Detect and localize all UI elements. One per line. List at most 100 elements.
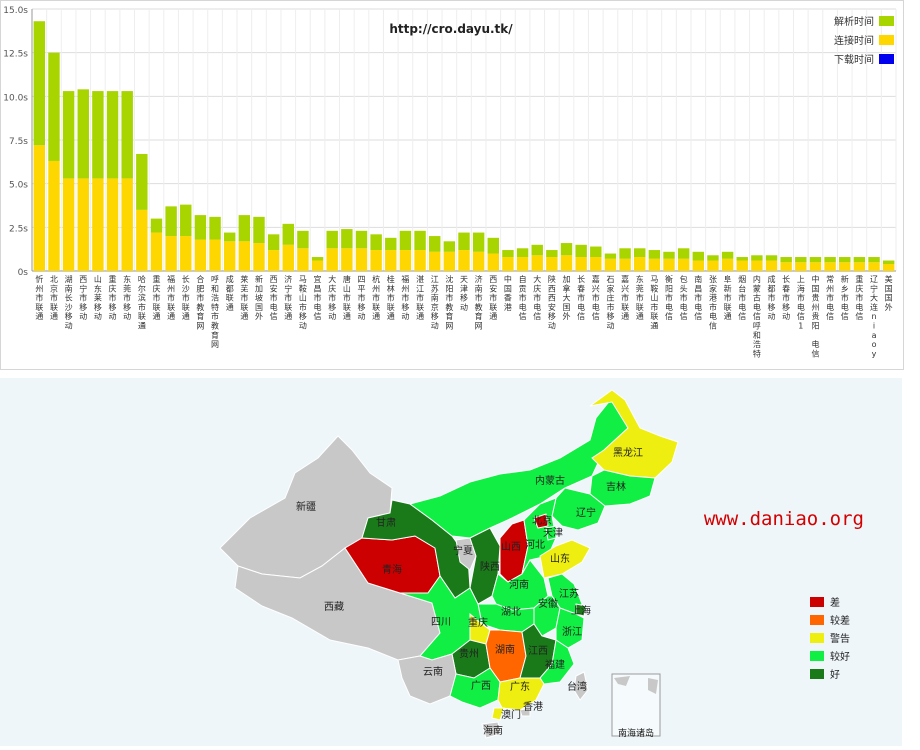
bar-segment[interactable] <box>516 257 529 271</box>
bar-segment[interactable] <box>33 21 46 146</box>
region-香港[interactable] <box>519 707 531 717</box>
bar-segment[interactable] <box>780 262 792 271</box>
bar-segment[interactable] <box>341 229 353 249</box>
bar-segment[interactable] <box>253 216 265 244</box>
bar-segment[interactable] <box>809 257 822 263</box>
bar-segment[interactable] <box>663 251 675 259</box>
bar-segment[interactable] <box>560 255 573 271</box>
bar-segment[interactable] <box>692 260 705 271</box>
bar-segment[interactable] <box>575 244 587 258</box>
bar-segment[interactable] <box>370 234 382 251</box>
bar-segment[interactable] <box>765 260 778 271</box>
bar-segment[interactable] <box>765 255 778 261</box>
region-宁夏[interactable] <box>455 537 477 571</box>
bar-segment[interactable] <box>238 215 251 242</box>
bar-segment[interactable] <box>736 260 748 271</box>
bar-segment[interactable] <box>311 257 324 261</box>
bar-segment[interactable] <box>604 258 617 271</box>
bar-segment[interactable] <box>839 257 851 263</box>
bar-segment[interactable] <box>414 250 426 271</box>
bar-segment[interactable] <box>77 89 89 179</box>
bar-segment[interactable] <box>385 250 397 271</box>
bar-segment[interactable] <box>546 257 558 271</box>
bar-segment[interactable] <box>136 153 148 210</box>
bar-segment[interactable] <box>868 262 880 271</box>
region-福建[interactable] <box>539 639 575 685</box>
bar-segment[interactable] <box>297 248 309 271</box>
bar-segment[interactable] <box>48 52 60 161</box>
bar-segment[interactable] <box>165 206 177 237</box>
bar-segment[interactable] <box>458 232 470 251</box>
bar-segment[interactable] <box>487 237 499 254</box>
bar-segment[interactable] <box>443 241 456 252</box>
bar-segment[interactable] <box>853 262 866 271</box>
bar-segment[interactable] <box>355 230 368 249</box>
bar-segment[interactable] <box>882 264 895 271</box>
bar-segment[interactable] <box>619 248 631 259</box>
bar-segment[interactable] <box>531 255 543 271</box>
bar-segment[interactable] <box>575 257 587 271</box>
bar-segment[interactable] <box>136 209 148 271</box>
bar-segment[interactable] <box>326 248 338 271</box>
bar-segment[interactable] <box>282 223 294 245</box>
bar-segment[interactable] <box>48 160 60 271</box>
region-上海[interactable] <box>575 603 587 617</box>
bar-segment[interactable] <box>795 262 807 271</box>
bar-segment[interactable] <box>472 232 485 252</box>
bar-segment[interactable] <box>868 257 880 263</box>
bar-segment[interactable] <box>839 262 851 271</box>
bar-segment[interactable] <box>311 260 324 271</box>
bar-segment[interactable] <box>677 248 690 259</box>
bar-segment[interactable] <box>267 234 280 251</box>
bar-segment[interactable] <box>795 257 807 263</box>
bar-segment[interactable] <box>472 251 485 271</box>
region-广东[interactable] <box>497 677 545 711</box>
bar-segment[interactable] <box>385 237 397 251</box>
bar-segment[interactable] <box>634 257 646 271</box>
bar-segment[interactable] <box>253 243 265 271</box>
bar-segment[interactable] <box>429 251 441 271</box>
bar-segment[interactable] <box>824 257 836 263</box>
region-北京[interactable] <box>533 513 549 529</box>
bar-segment[interactable] <box>194 239 207 271</box>
bar-segment[interactable] <box>150 232 163 271</box>
bar-segment[interactable] <box>809 262 822 271</box>
bar-segment[interactable] <box>92 91 104 179</box>
bar-segment[interactable] <box>165 236 177 271</box>
region-天津[interactable] <box>545 525 557 541</box>
bar-segment[interactable] <box>180 204 192 237</box>
bar-segment[interactable] <box>736 257 748 261</box>
bar-segment[interactable] <box>121 178 133 271</box>
bar-segment[interactable] <box>516 248 529 258</box>
bar-segment[interactable] <box>707 255 719 261</box>
bar-segment[interactable] <box>150 218 163 233</box>
bar-segment[interactable] <box>77 178 89 271</box>
bar-segment[interactable] <box>692 251 705 261</box>
bar-segment[interactable] <box>560 243 573 256</box>
bar-segment[interactable] <box>62 178 75 271</box>
bar-segment[interactable] <box>648 250 661 259</box>
bar-segment[interactable] <box>502 250 514 258</box>
bar-segment[interactable] <box>780 257 792 263</box>
region-海南[interactable] <box>481 721 501 739</box>
bar-segment[interactable] <box>546 250 558 258</box>
bar-segment[interactable] <box>180 236 192 271</box>
bar-segment[interactable] <box>604 253 617 259</box>
bar-segment[interactable] <box>238 241 251 271</box>
bar-segment[interactable] <box>355 248 368 271</box>
bar-segment[interactable] <box>282 244 294 271</box>
bar-segment[interactable] <box>106 91 119 179</box>
bar-segment[interactable] <box>223 232 236 242</box>
bar-segment[interactable] <box>399 230 412 251</box>
region-山东[interactable] <box>539 539 591 579</box>
bar-segment[interactable] <box>634 248 646 258</box>
bar-segment[interactable] <box>33 145 46 271</box>
bar-segment[interactable] <box>370 250 382 271</box>
bar-segment[interactable] <box>677 258 690 271</box>
bar-segment[interactable] <box>209 216 221 240</box>
bar-segment[interactable] <box>707 260 719 271</box>
bar-segment[interactable] <box>751 255 763 261</box>
bar-segment[interactable] <box>590 246 602 258</box>
bar-segment[interactable] <box>502 257 514 271</box>
bar-segment[interactable] <box>853 257 866 263</box>
